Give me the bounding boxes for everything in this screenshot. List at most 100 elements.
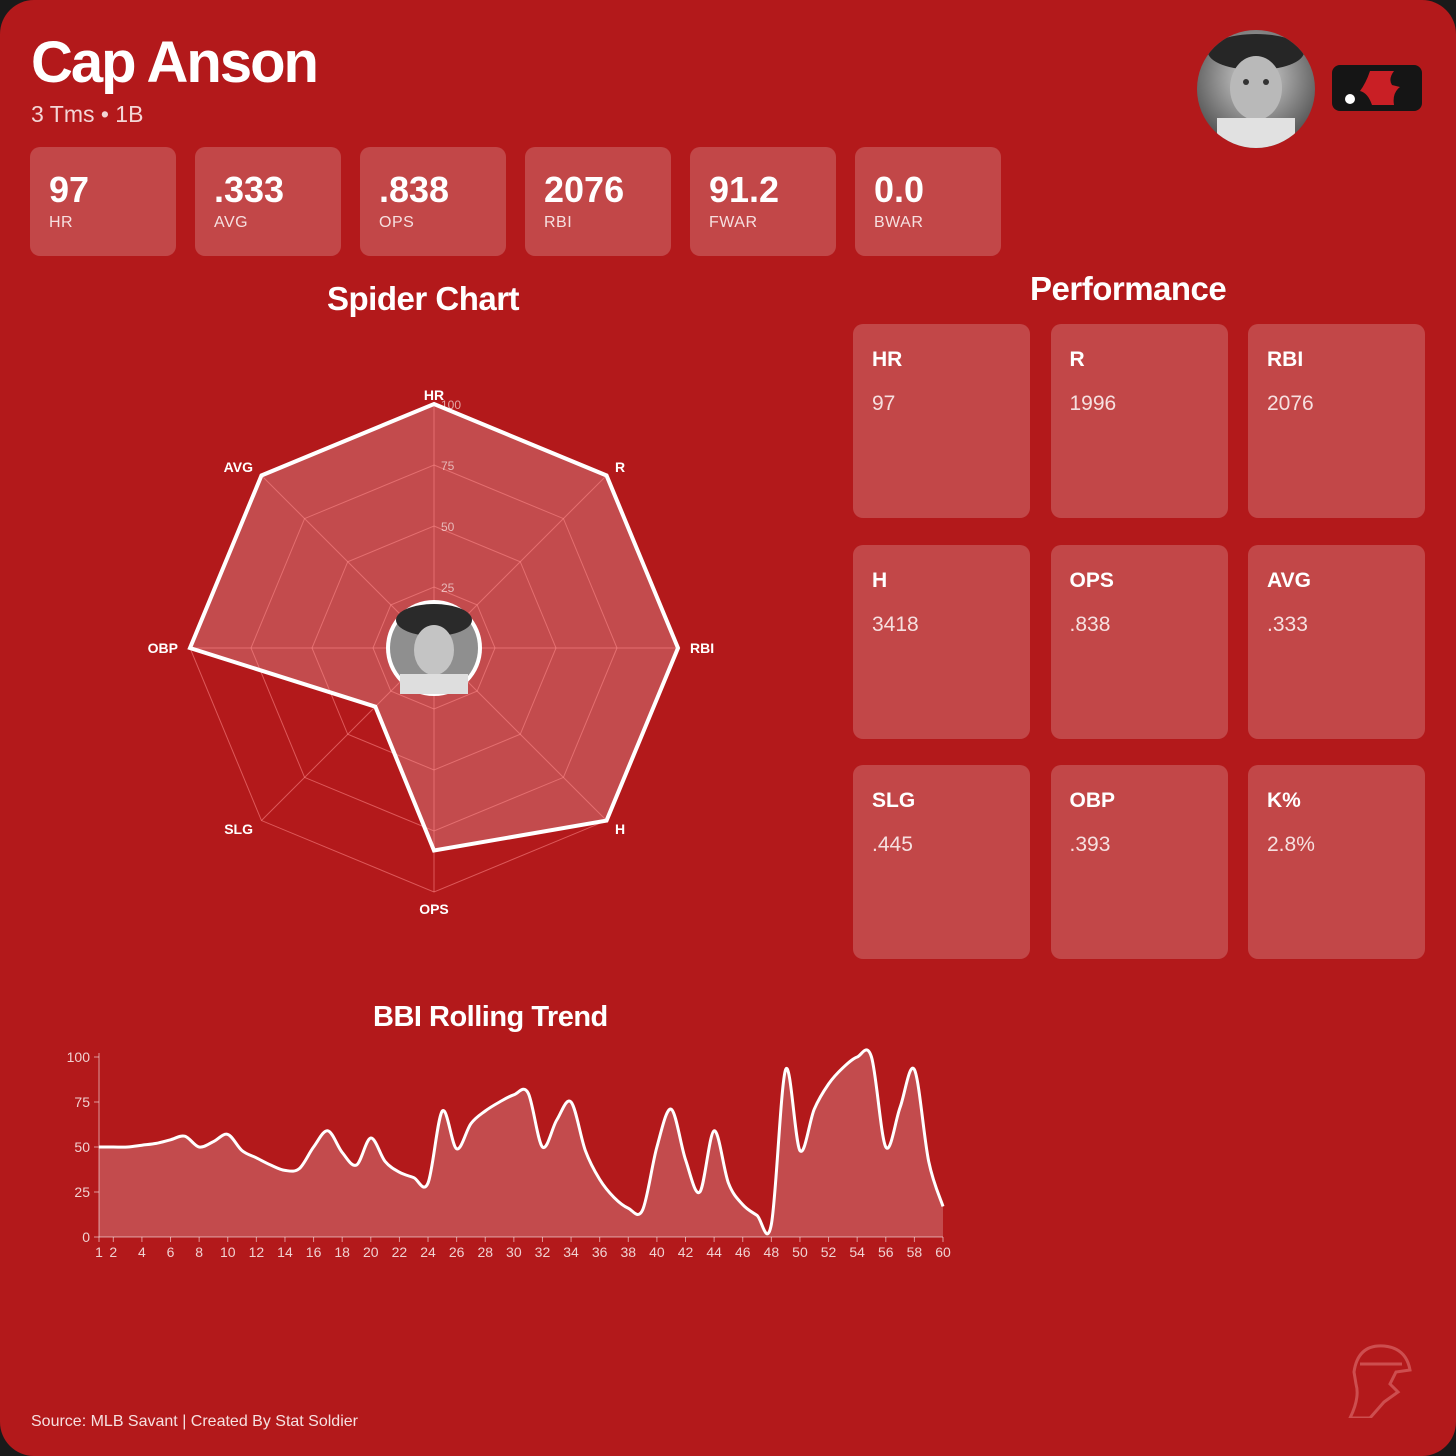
trend-line — [99, 1048, 945, 1236]
trend-x-tick-label: 50 — [792, 1244, 808, 1260]
stat-label: OPS — [379, 214, 415, 231]
stat-box-hr: 97 HR — [30, 147, 176, 256]
stat-label: HR — [49, 214, 74, 231]
trend-x-tick-label: 26 — [449, 1244, 465, 1260]
spider-axis-label: HR — [424, 387, 444, 403]
player-name: Cap Anson — [31, 30, 319, 95]
spider-tick-label: 75 — [441, 459, 455, 473]
trend-x-tick-label: 42 — [678, 1244, 694, 1260]
spider-chart-title: Spider Chart — [327, 280, 520, 317]
trend-x-tick-label: 6 — [167, 1244, 175, 1260]
stat-label: AVG — [214, 214, 249, 231]
performance-value: 1996 — [1069, 392, 1117, 415]
player-photo — [1197, 30, 1315, 148]
stat-box-fwar: 91.2 FWAR — [690, 147, 836, 256]
performance-card-avg: AVG .333 — [1248, 544, 1425, 739]
performance-label: RBI — [1267, 348, 1304, 371]
trend-x-tick-label: 52 — [821, 1244, 837, 1260]
trend-y-tick-label: 75 — [74, 1094, 90, 1110]
performance-label: K% — [1267, 789, 1301, 812]
trend-x-tick-label: 14 — [277, 1244, 293, 1260]
stat-box-ops: .838 OPS — [360, 147, 506, 256]
performance-value: .445 — [872, 833, 913, 856]
trend-x-tick-label: 30 — [506, 1244, 522, 1260]
trend-x-tick-label: 20 — [363, 1244, 379, 1260]
trend-y-tick-label: 0 — [82, 1229, 90, 1245]
performance-value: 3418 — [872, 612, 919, 636]
performance-card-ops: OPS .838 — [1050, 544, 1228, 739]
trend-x-tick-label: 4 — [138, 1244, 146, 1260]
spider-tick-label: 100 — [441, 398, 461, 412]
photo-face — [414, 625, 454, 675]
performance-label: SLG — [872, 789, 916, 812]
spider-tick-label: 25 — [441, 581, 455, 595]
spider-axis-label: H — [615, 821, 625, 837]
performance-value: 2.8% — [1267, 833, 1315, 856]
trend-x-tick-label: 22 — [392, 1244, 408, 1260]
spider-axis-label: SLG — [224, 821, 253, 837]
mlb-logo — [1332, 65, 1422, 111]
trend-x-tick-label: 56 — [878, 1244, 894, 1260]
stat-label: BWAR — [874, 214, 924, 231]
trend-x-tick-label: 54 — [849, 1244, 865, 1260]
performance-label: HR — [872, 348, 903, 371]
trend-y-tick-label: 25 — [74, 1184, 90, 1200]
stat-label: FWAR — [709, 214, 758, 231]
trend-x-tick-label: 46 — [735, 1244, 751, 1260]
spider-axis-label: OBP — [148, 640, 178, 656]
stat-value: 91.2 — [709, 169, 780, 210]
stat-value: 0.0 — [874, 169, 925, 210]
stat-value: 97 — [49, 169, 90, 210]
trend-x-tick-label: 10 — [220, 1244, 236, 1260]
trend-x-tick-label: 2 — [109, 1244, 117, 1260]
stat-box-bwar: 0.0 BWAR — [855, 147, 1001, 256]
trend-x-tick-label: 12 — [249, 1244, 265, 1260]
performance-value: 2076 — [1267, 392, 1314, 415]
trend-area — [99, 1049, 943, 1237]
trend-x-tick-label: 8 — [195, 1244, 203, 1260]
trend-x-tick-label: 60 — [935, 1244, 951, 1260]
stat-box-rbi: 2076 RBI — [525, 147, 671, 256]
trend-x-tick-label: 48 — [764, 1244, 780, 1260]
performance-card-slg: SLG .445 — [853, 765, 1030, 959]
photo-cap — [396, 604, 472, 636]
performance-label: OPS — [1069, 568, 1114, 592]
spider-axis-label: OPS — [419, 901, 449, 917]
performance-label: OBP — [1069, 789, 1116, 812]
performance-card-h: H 3418 — [853, 544, 1030, 739]
player-subtitle: 3 Tms • 1B — [31, 101, 144, 127]
performance-label: AVG — [1267, 568, 1311, 592]
performance-card-r: R 1996 — [1050, 324, 1228, 518]
performance-label: H — [872, 568, 888, 592]
trend-x-tick-label: 18 — [334, 1244, 350, 1260]
stat-soldier-logo — [1340, 1338, 1416, 1420]
trend-x-tick-label: 1 — [95, 1244, 103, 1260]
performance-title: Performance — [1030, 270, 1227, 307]
trend-x-tick-label: 36 — [592, 1244, 608, 1260]
performance-value: .333 — [1267, 612, 1308, 636]
performance-card-obp: OBP .393 — [1050, 765, 1228, 959]
trend-x-tick-label: 28 — [477, 1244, 493, 1260]
performance-value: 97 — [872, 392, 896, 415]
source-footer: Source: MLB Savant | Created By Stat Sol… — [31, 1413, 358, 1430]
spider-tick-label: 50 — [441, 520, 455, 534]
performance-card-hr: HR 97 — [853, 324, 1030, 518]
stat-label: RBI — [544, 214, 573, 231]
stat-value: .333 — [214, 169, 285, 210]
trend-x-tick-label: 16 — [306, 1244, 322, 1260]
trend-chart-title: BBI Rolling Trend — [373, 1001, 608, 1033]
trend-x-tick-label: 24 — [420, 1244, 436, 1260]
performance-card-rbi: RBI 2076 — [1248, 324, 1425, 518]
performance-card-kpct: K% 2.8% — [1248, 765, 1425, 959]
trend-x-tick-label: 44 — [706, 1244, 722, 1260]
spider-outline — [187, 401, 681, 853]
trend-x-tick-label: 40 — [649, 1244, 665, 1260]
trend-y-tick-label: 100 — [67, 1049, 91, 1065]
trend-x-tick-label: 58 — [907, 1244, 923, 1260]
stat-value: 2076 — [544, 169, 625, 210]
spider-axis-label: AVG — [224, 459, 253, 475]
trend-x-tick-label: 32 — [535, 1244, 551, 1260]
spider-axis-label: RBI — [690, 640, 714, 656]
